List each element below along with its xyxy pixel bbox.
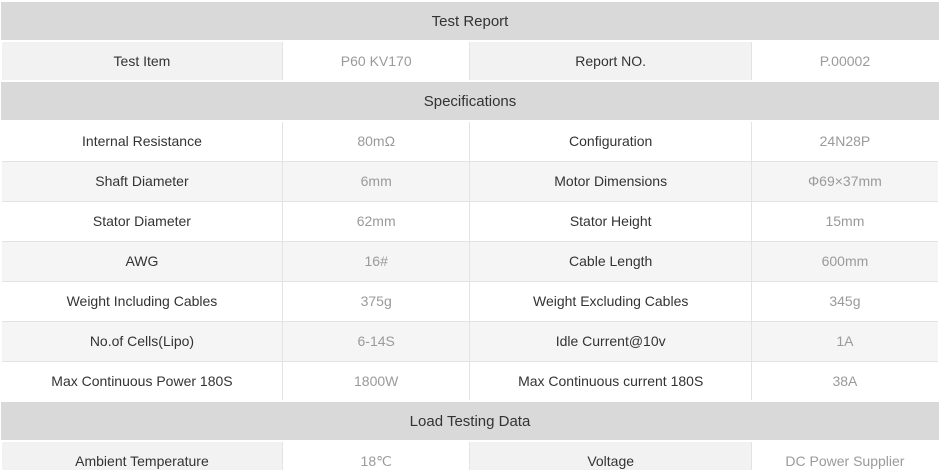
spec-label-cell: Voltage <box>469 440 752 470</box>
spec-label-cell: Max Continuous Power 180S <box>0 360 283 402</box>
spec-value-cell: 16# <box>281 240 471 282</box>
spec-row: Shaft Diameter 6mm Motor Dimensions Φ69×37m… <box>0 160 940 202</box>
spec-label-cell: Internal Resistance <box>0 120 283 162</box>
spec-value-cell: 15mm <box>750 200 940 242</box>
spec-value-cell: DC Power Supplier <box>750 440 940 470</box>
spec-label-cell: Weight Including Cables <box>0 280 283 322</box>
spec-label-cell: Motor Dimensions <box>469 160 752 202</box>
spec-row: Ambient Temperature 18℃ Voltage DC Power Su… <box>0 440 940 470</box>
spec-label-cell: Test Item <box>0 40 283 82</box>
spec-value-cell: 62mm <box>281 200 471 242</box>
spec-label-cell: Report NO. <box>469 40 752 82</box>
spec-label-cell: Max Continuous current 180S <box>469 360 752 402</box>
spec-label-cell: Ambient Temperature <box>0 440 283 470</box>
spec-row: Weight Including Cables 375g Weight Exclud… <box>0 280 940 322</box>
section-header-row: Load Testing Data <box>1 400 939 442</box>
spec-value-cell: 375g <box>281 280 471 322</box>
spec-row: Internal Resistance 80mΩ Configuration 24N2… <box>0 120 940 162</box>
spec-label-cell: Stator Height <box>469 200 752 242</box>
section-title: Load Testing Data <box>1 400 939 442</box>
spec-label-cell: Cable Length <box>469 240 752 282</box>
spec-value-cell: 6mm <box>281 160 471 202</box>
spec-label-cell: No.of Cells(Lipo) <box>0 320 283 362</box>
spec-value-cell: 1A <box>750 320 940 362</box>
spec-row: No.of Cells(Lipo) 6-14S Idle Current@10v 1A <box>0 320 940 362</box>
spec-value-cell: 18℃ <box>281 440 471 470</box>
section-header-row: Specifications <box>1 80 939 122</box>
spec-value-cell: 80mΩ <box>281 120 471 162</box>
spec-value-cell: 38A <box>750 360 940 402</box>
spec-value-cell: 1800W <box>281 360 471 402</box>
spec-label-cell: Idle Current@10v <box>469 320 752 362</box>
spec-value-cell: 6-14S <box>281 320 471 362</box>
section-title: Specifications <box>1 80 939 122</box>
spec-row: Max Continuous Power 180S 1800W Max Contin… <box>0 360 940 402</box>
spec-row: Stator Diameter 62mm Stator Height 15mm <box>0 200 940 242</box>
spec-row: Test Item P60 KV170 Report NO. P.00002 <box>0 40 940 82</box>
spec-label-cell: Configuration <box>469 120 752 162</box>
spec-label-cell: Shaft Diameter <box>0 160 283 202</box>
spec-row: AWG 16# Cable Length 600mm <box>0 240 940 282</box>
spec-label-cell: Weight Excluding Cables <box>469 280 752 322</box>
spec-value-cell: P60 KV170 <box>281 40 471 82</box>
spec-value-cell: 345g <box>750 280 940 322</box>
spec-value-cell: 24N28P <box>750 120 940 162</box>
section-header-row: Test Report <box>1 0 939 42</box>
spec-label-cell: Stator Diameter <box>0 200 283 242</box>
spec-value-cell: 600mm <box>750 240 940 282</box>
section-title: Test Report <box>1 0 939 42</box>
spec-value-cell: Φ69×37mm <box>750 160 940 202</box>
spec-label-cell: AWG <box>0 240 283 282</box>
spec-value-cell: P.00002 <box>750 40 940 82</box>
